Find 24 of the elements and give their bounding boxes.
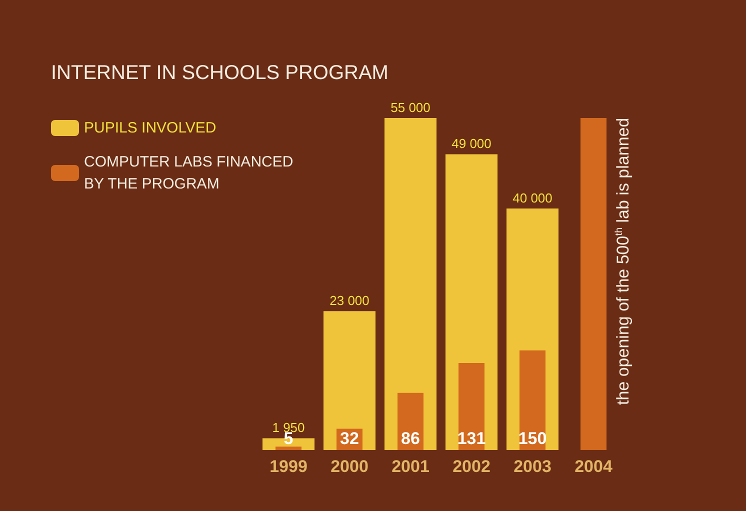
data-label: 150 [518, 429, 547, 448]
x-tick-label: 2004 [574, 457, 613, 476]
bar [458, 363, 484, 450]
x-tick-label: 2001 [392, 457, 430, 476]
data-label: 131 [457, 429, 486, 448]
data-label: 86 [401, 429, 420, 448]
data-label: 55 000 [390, 100, 430, 115]
x-tick-label: 2002 [452, 457, 490, 476]
bar [276, 446, 302, 450]
data-label: 32 [340, 429, 359, 448]
data-label: 23 000 [330, 293, 370, 308]
x-tick-label: 2003 [514, 457, 552, 476]
x-tick-label: 2000 [330, 457, 368, 476]
data-label: 40 000 [512, 190, 552, 206]
bar [384, 118, 436, 450]
x-tick-label: 1999 [270, 457, 308, 476]
chart-title: INTERNET IN SCHOOLS PROGRAM [51, 62, 388, 84]
bar [324, 311, 376, 450]
bar [580, 118, 606, 450]
data-label: 49 000 [452, 136, 492, 152]
bar [520, 350, 546, 450]
legend-label: PUPILS INVOLVED [84, 120, 216, 136]
legend-label: COMPUTER LABS FINANCED BY THE PROGRAM [84, 154, 294, 192]
bar [398, 392, 424, 450]
